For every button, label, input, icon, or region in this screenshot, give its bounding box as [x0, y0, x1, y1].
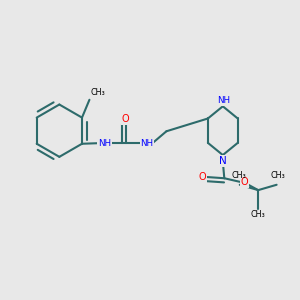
Text: O: O [241, 177, 248, 187]
Text: CH₃: CH₃ [91, 88, 105, 98]
Text: N: N [219, 156, 227, 166]
Text: NH: NH [140, 139, 154, 148]
Text: NH: NH [217, 96, 230, 105]
Text: CH₃: CH₃ [270, 171, 285, 180]
Text: CH₃: CH₃ [251, 210, 266, 219]
Text: CH₃: CH₃ [231, 171, 246, 180]
Text: O: O [122, 114, 130, 124]
Text: NH: NH [98, 139, 111, 148]
Text: O: O [199, 172, 206, 182]
